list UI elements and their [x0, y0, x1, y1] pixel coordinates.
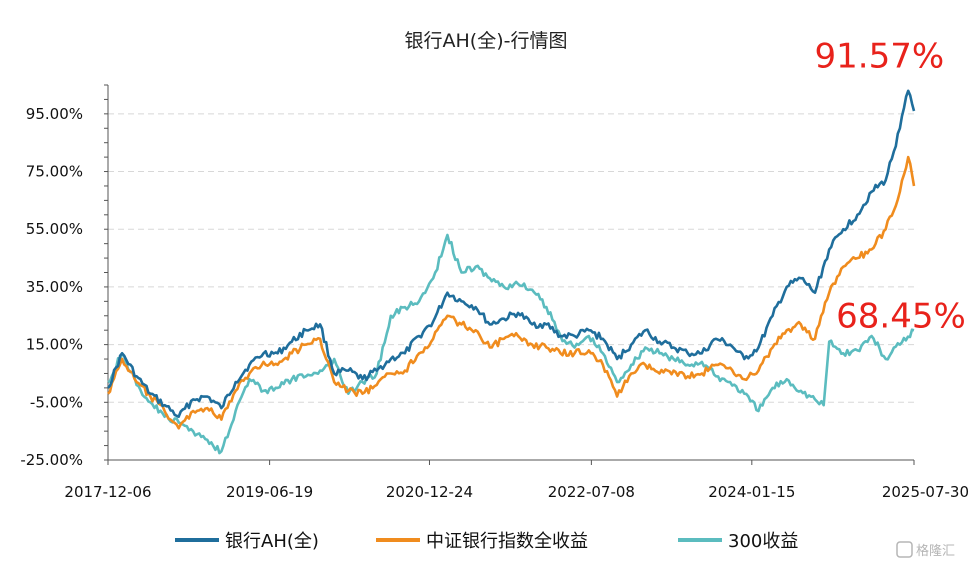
- annotation-label: 91.57%: [815, 37, 945, 77]
- legend-label: 中证银行指数全收益: [426, 531, 588, 552]
- y-tick-label: -25.00%: [20, 451, 83, 469]
- axes: [104, 84, 914, 461]
- watermark: 格隆汇: [896, 541, 955, 559]
- x-tick-label: 2022-07-08: [548, 483, 635, 501]
- y-tick-label: 55.00%: [26, 220, 83, 238]
- watermark-text: 格隆汇: [916, 543, 955, 559]
- x-tick-label: 2024-01-15: [708, 483, 795, 501]
- series-line-1: [107, 155, 916, 430]
- x-axis-ticks: 2017-12-06 2019-06-19 2020-12-24 2022-07-08…: [64, 460, 969, 501]
- y-tick-label: 75.00%: [26, 163, 83, 181]
- x-tick-label: 2025-07-30: [882, 483, 969, 501]
- watermark-logo-icon: [896, 541, 913, 558]
- legend: 银行AH(全) 中证银行指数全收益 300收益: [175, 531, 798, 552]
- y-axis-ticks: 95.00% 75.00% 55.00% 35.00% 15.00% -5.00% -25.…: [20, 105, 83, 469]
- y-tick-label: 15.00%: [26, 336, 83, 354]
- y-tick-label: -5.00%: [30, 393, 83, 411]
- x-tick-label: 2019-06-19: [226, 483, 313, 501]
- x-tick-label: 2020-12-24: [386, 483, 473, 501]
- series-line-2: [107, 233, 915, 455]
- y-tick-label: 35.00%: [26, 278, 83, 296]
- annotations: 91.57% 68.45%: [815, 37, 966, 337]
- chart-title: 银行AH(全)-行情图: [405, 30, 568, 52]
- y-tick-label: 95.00%: [26, 105, 83, 123]
- x-tick-label: 2017-12-06: [64, 483, 151, 501]
- series-lines: [107, 89, 916, 455]
- legend-label: 银行AH(全): [225, 531, 319, 552]
- series-line-0: [107, 89, 916, 418]
- legend-label: 300收益: [728, 531, 798, 552]
- annotation-label: 68.45%: [836, 296, 966, 336]
